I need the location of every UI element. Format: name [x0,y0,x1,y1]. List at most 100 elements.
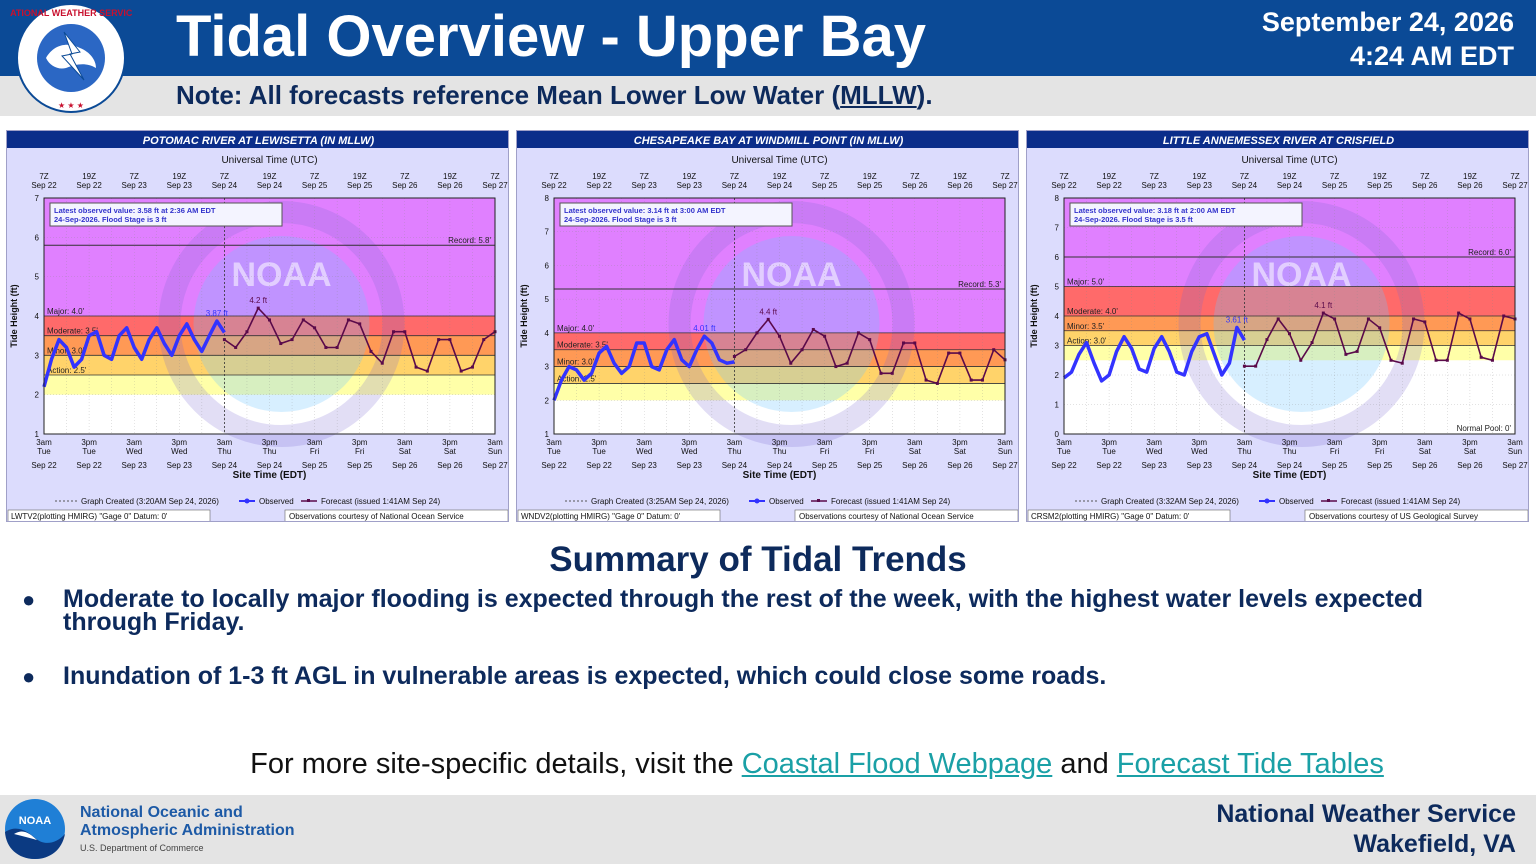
forecast-point [1299,358,1303,362]
threshold-label: Action: 2.5' [47,366,87,375]
note-abbrev-link[interactable]: MLLW [840,80,917,110]
top-tick-label: 7Z [1059,172,1068,181]
y-tick-label: 7 [545,228,550,237]
forecast-point [290,338,294,342]
top-tick-label: Sep 22 [76,181,102,190]
bottom-tick-label: Sep 22 [1096,461,1122,470]
forecast-point [268,318,271,322]
top-tick-label: 7Z [640,172,649,181]
top-tick-label: 19Z [172,172,186,181]
y-tick-label: 8 [545,194,550,203]
bottom-tick-label: Tue [592,447,606,456]
bottom-tick-label: 3pm [442,438,458,447]
chart-svg: LITTLE ANNEMESSEX RIVER AT CRISFIELD Univ… [1027,131,1528,521]
forecast-point [1276,317,1280,321]
y-tick-label: 2 [35,391,40,400]
bottom-tick-label: Sat [954,447,967,456]
top-axis-title: Universal Time (UTC) [1241,155,1337,166]
top-tick-label: 7Z [1000,172,1009,181]
legend-observed-marker [244,498,250,504]
forecast-point [279,342,283,346]
bottom-tick-label: Sun [1508,447,1522,456]
bottom-tick-label: Wed [126,447,142,456]
bottom-tick-label: 3am [487,438,503,447]
top-tick-label: 19Z [773,172,787,181]
bottom-tick-label: 3am [1146,438,1162,447]
station-note-box [517,509,721,521]
bottom-tick-label: 3am [217,438,233,447]
y-tick-label: 3 [545,363,550,372]
bottom-tick-label: 3pm [1101,438,1117,447]
bottom-tick-label: Sep 27 [992,461,1018,470]
y-tick-label: 6 [545,261,550,270]
forecast-point [425,369,429,373]
top-axis-title: Universal Time (UTC) [731,155,827,166]
bottom-tick-label: Sep 22 [1051,461,1077,470]
graph-created-label: Graph Created (3:20AM Sep 24, 2026) [81,497,219,506]
forecast-tide-tables-link[interactable]: Forecast Tide Tables [1116,748,1384,780]
noaa-watermark-text: NOAA [1251,256,1351,294]
top-tick-label: Sep 23 [632,181,658,190]
observed-peak-label: 3.61 ft [1226,316,1249,325]
forecast-point [256,306,260,310]
record-label: Record: 5.3' [958,280,1001,289]
top-tick-label: Sep 26 [392,181,418,190]
graph-created-label: Graph Created (3:25AM Sep 24, 2026) [591,497,729,506]
bottom-tick-label: Sep 26 [947,461,973,470]
noaa-watermark-disc [193,236,370,412]
legend-observed-label: Observed [769,497,804,506]
observed-series [552,334,735,401]
top-tick-label: Sep 22 [586,181,612,190]
bottom-tick-label: 3am [1327,438,1343,447]
coastal-flood-webpage-link[interactable]: Coastal Flood Webpage [741,748,1053,780]
y-tick-label: 1 [1055,401,1060,410]
bottom-tick-label: Sep 26 [1412,461,1438,470]
top-tick-label: Sep 24 [722,181,748,190]
bottom-axis-title: Site Time (EDT) [743,470,817,481]
footer-org-line2: Atmospheric Administration [80,822,295,839]
y-axis-title: Tide Height (ft) [519,284,529,347]
y-axis-title: Tide Height (ft) [1029,284,1039,347]
bottom-tick-label: Tue [547,447,561,456]
y-tick-label: 7 [35,194,40,203]
bottom-tick-label: Sep 23 [632,461,658,470]
chart-title: LITTLE ANNEMESSEX RIVER AT CRISFIELD [1163,135,1394,147]
noaa-logo-text: NOAA [19,815,51,827]
forecast-point [482,338,486,342]
top-tick-label: 19Z [263,172,277,181]
chart-svg: CHESAPEAKE BAY AT WINDMILL POINT (IN MLL… [517,131,1018,521]
forecast-point [324,345,328,349]
top-tick-label: 19Z [82,172,96,181]
y-tick-label: 4 [35,312,40,321]
chart-title: POTOMAC RIVER AT LEWISETTA (IN MLLW) [143,135,375,147]
forecast-point [1242,364,1246,368]
bottom-tick-label: Sep 24 [212,461,238,470]
chart-title-bar [7,131,508,148]
details-middle: and [1052,748,1117,780]
threshold-label: Moderate: 3.5' [47,327,98,336]
station-note: WNDV2(plotting HMIRG) "Gage 0" Datum: 0' [521,512,681,521]
forecast-point [448,338,452,342]
header-time: 4:24 AM EDT [1349,41,1514,71]
latest-obs-text: Latest observed value: 3.14 ft at 3:00 A… [564,206,726,215]
top-tick-label: 7Z [1420,172,1429,181]
bottom-tick-label: Sep 25 [812,461,838,470]
top-tick-label: Sep 25 [1322,181,1348,190]
chart-windmill-point: CHESAPEAKE BAY AT WINDMILL POINT (IN MLL… [516,130,1019,522]
record-label: Record: 5.8' [448,236,491,245]
noaa-watermark-disc [1213,236,1390,412]
y-tick-label: 1 [35,430,40,439]
latest-obs-box [559,202,793,227]
forecast-point [778,334,781,338]
top-tick-label: Sep 25 [302,181,328,190]
svg-text:★ ★ ★: ★ ★ ★ [58,101,84,110]
bottom-tick-label: Sep 25 [1367,461,1393,470]
forecast-point [1502,314,1506,318]
forecast-point [1265,338,1269,342]
top-tick-label: Sep 22 [31,181,57,190]
forecast-point [1366,317,1370,321]
bottom-tick-label: Thu [263,447,277,456]
top-tick-label: Sep 27 [1502,181,1528,190]
bottom-tick-label: Tue [37,447,51,456]
bottom-axis-title: Site Time (EDT) [233,470,307,481]
